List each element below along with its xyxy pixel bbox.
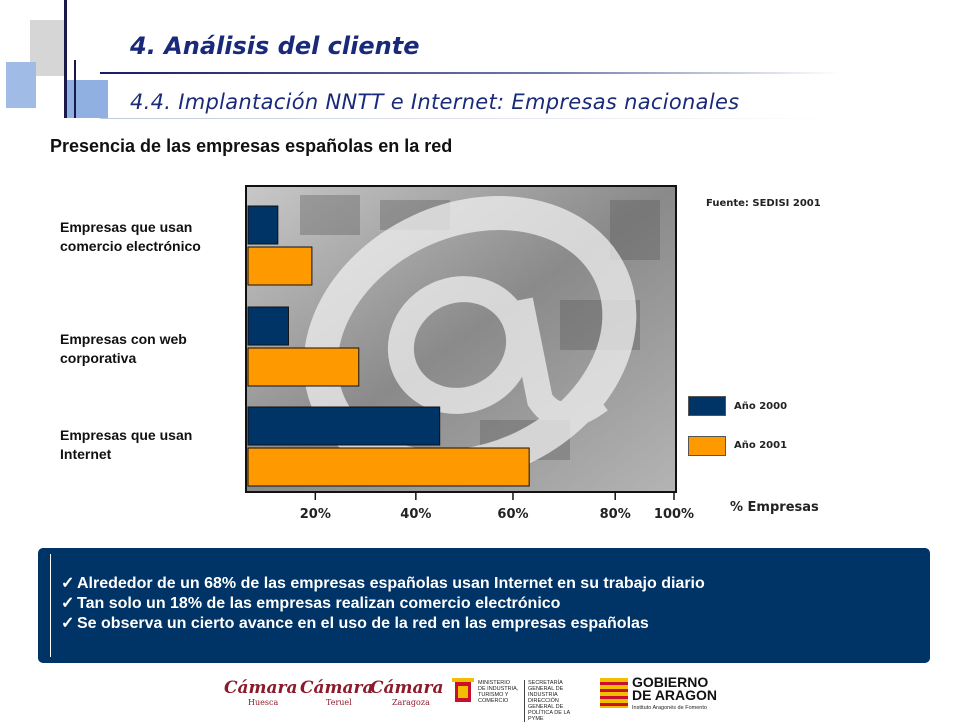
decor-square-blue xyxy=(6,62,36,108)
coat-of-arms-icon xyxy=(452,678,474,702)
summary-inner: ✓ Alrededor de un 68% de las empresas esp… xyxy=(50,554,931,657)
ministerio-line: DE INDUSTRIA, xyxy=(478,686,519,692)
category-label-line: Empresas que usan xyxy=(60,219,193,235)
secretaria-line: DIRECCIÓN GENERAL DE xyxy=(528,698,564,710)
summary-panel: ✓ Alrededor de un 68% de las empresas esp… xyxy=(38,548,930,663)
bar-2000-cat-0 xyxy=(247,205,279,245)
camara-teruel-city: Teruel xyxy=(326,698,352,707)
gobierno-text: GOBIERNO DE ARAGON xyxy=(632,674,718,703)
summary-item: ✓ Tan solo un 18% de las empresas realiza… xyxy=(61,594,931,614)
category-label-line: Internet xyxy=(60,446,112,462)
legend-label-2000: Año 2000 xyxy=(734,401,788,412)
logos-footer: Cámara Huesca Cámara Teruel Cámara Zarag… xyxy=(220,675,720,722)
category-label-ecommerce: Empresas que usan comercio electrónico xyxy=(60,218,240,256)
ministerio-line: COMERCIO xyxy=(478,698,509,704)
x-tick-label: 80% xyxy=(600,507,631,522)
x-tick-label: 20% xyxy=(300,507,331,522)
bar-2000-cat-2 xyxy=(247,406,441,446)
summary-item: ✓ Alrededor de un 68% de las empresas esp… xyxy=(61,574,931,594)
x-ticks-group: 20% 40% 60% 80% 100% xyxy=(300,492,694,522)
decor-square-gray xyxy=(30,20,66,76)
secretaria-line: SECRETARÍA GENERAL DE xyxy=(528,680,564,692)
camara-zaragoza-city: Zaragoza xyxy=(392,698,430,707)
gobierno-aragon-logo: GOBIERNO DE ARAGON Instituto Aragonés de… xyxy=(600,674,740,714)
ministerio-line: MINISTERIO xyxy=(478,680,511,686)
check-icon: ✓ xyxy=(61,615,75,632)
bar-2001-cat-0 xyxy=(247,246,313,286)
decor-vertical-line-2 xyxy=(74,60,76,118)
x-tick-label: 100% xyxy=(654,507,694,522)
gobierno-line: GOBIERNO xyxy=(632,674,709,690)
summary-list: ✓ Alrededor de un 68% de las empresas esp… xyxy=(51,554,931,634)
decor-vertical-line xyxy=(64,0,67,118)
summary-text: Se observa un cierto avance en el uso de… xyxy=(77,615,649,632)
summary-text: Tan solo un 18% de las empresas realizan… xyxy=(77,595,561,612)
legend-swatch-2000 xyxy=(688,396,726,416)
category-label-line: Empresas con web xyxy=(60,331,187,347)
decor-title-underline xyxy=(100,72,840,74)
plot-frame xyxy=(245,185,677,493)
bar-2001-cat-2 xyxy=(247,447,530,487)
legend-label-2001: Año 2001 xyxy=(734,440,788,451)
camara-huesca-city: Huesca xyxy=(248,698,279,707)
ministerio-logo: MINISTERIO DE INDUSTRIA, TURISMO Y COMER… xyxy=(452,676,582,722)
decor-subtitle-underline xyxy=(100,118,840,119)
x-tick-label: 40% xyxy=(400,507,431,522)
check-icon: ✓ xyxy=(61,595,75,612)
chart-source: Fuente: SEDISI 2001 xyxy=(706,198,821,209)
x-axis-label: % Empresas xyxy=(730,500,819,515)
camara-zaragoza-logo: Cámara xyxy=(370,678,444,698)
x-tick-label: 60% xyxy=(497,507,528,522)
check-icon: ✓ xyxy=(61,575,75,592)
legend-swatch-2001 xyxy=(688,436,726,456)
category-label-line: comercio electrónico xyxy=(60,238,201,254)
bar-2000-cat-1 xyxy=(247,306,289,346)
camara-huesca-logo: Cámara xyxy=(224,678,298,698)
secretaria-text: SECRETARÍA GENERAL DE INDUSTRIA DIRECCIÓ… xyxy=(524,680,582,722)
decor-square-blue-2 xyxy=(64,80,108,118)
ministerio-text: MINISTERIO DE INDUSTRIA, TURISMO Y COMER… xyxy=(478,680,518,704)
camara-teruel-logo: Cámara xyxy=(300,678,374,698)
summary-text: Alrededor de un 68% de las empresas espa… xyxy=(77,575,705,592)
bars-group xyxy=(247,205,530,487)
category-label-line: corporativa xyxy=(60,350,137,366)
page-title: 4. Análisis del cliente xyxy=(130,32,420,60)
section-heading: Presencia de las empresas españolas en l… xyxy=(50,136,453,156)
aragon-flag-icon xyxy=(600,678,628,708)
bar-2001-cat-1 xyxy=(247,347,360,387)
secretaria-line: POLÍTICA DE LA PYME xyxy=(528,710,570,722)
category-label-line: Empresas que usan xyxy=(60,427,193,443)
gobierno-subtext: Instituto Aragonés de Fomento xyxy=(632,705,707,711)
gobierno-line: DE ARAGON xyxy=(632,687,718,703)
category-label-web: Empresas con web corporativa xyxy=(60,330,240,368)
page-subtitle: 4.4. Implantación NNTT e Internet: Empre… xyxy=(130,90,740,114)
category-label-internet: Empresas que usan Internet xyxy=(60,426,240,464)
summary-item: ✓ Se observa un cierto avance en el uso d… xyxy=(61,614,931,634)
bar-chart: 20% 40% 60% 80% 100% xyxy=(245,185,694,522)
secretaria-line: INDUSTRIA xyxy=(528,692,558,698)
ministerio-line: TURISMO Y xyxy=(478,692,509,698)
